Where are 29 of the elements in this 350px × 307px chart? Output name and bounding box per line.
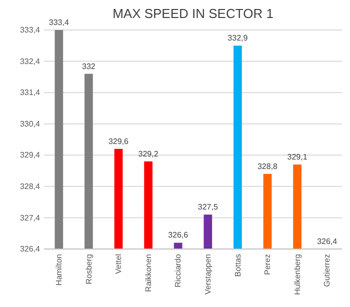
data-label: 329,2	[138, 149, 159, 158]
y-tick-label: 326,4	[20, 244, 41, 254]
data-label: 327,5	[198, 202, 218, 212]
chart-title: MAX SPEED IN SECTOR 1	[112, 6, 274, 21]
data-label: 332	[82, 62, 96, 71]
data-label: 326,4	[317, 237, 338, 246]
y-tick-label: 327,4	[20, 213, 41, 222]
y-tick-label: 332,4	[20, 56, 41, 66]
data-label: 332,9	[228, 34, 248, 43]
y-tick-label: 331,4	[20, 88, 41, 98]
data-label: 329,1	[287, 152, 308, 162]
data-label: 328,8	[257, 162, 278, 171]
x-tick-label: Vettel	[114, 254, 124, 274]
y-tick-label: 330,4	[20, 119, 41, 128]
data-label: 329,6	[108, 136, 130, 146]
x-tick-label: Hamilton	[54, 254, 64, 286]
x-tick-label: Perez	[263, 254, 272, 275]
y-tick-label: 333,4	[20, 26, 41, 35]
y-tick-label: 328,4	[20, 182, 41, 191]
x-tick-label: Bottas	[233, 254, 242, 277]
x-tick-label: Verstappen	[203, 254, 212, 294]
data-label: 326,6	[168, 230, 189, 240]
data-label: 333,4	[48, 18, 70, 27]
x-tick-label: Gutierrez	[322, 254, 332, 287]
x-tick-label: Raikkonen	[144, 254, 153, 292]
x-tick-label: Hulkenberg	[292, 254, 302, 295]
x-tick-label: Rosberg	[84, 254, 94, 284]
y-tick-label: 329,4	[20, 150, 41, 160]
x-tick-label: Ricciardo	[174, 253, 183, 288]
